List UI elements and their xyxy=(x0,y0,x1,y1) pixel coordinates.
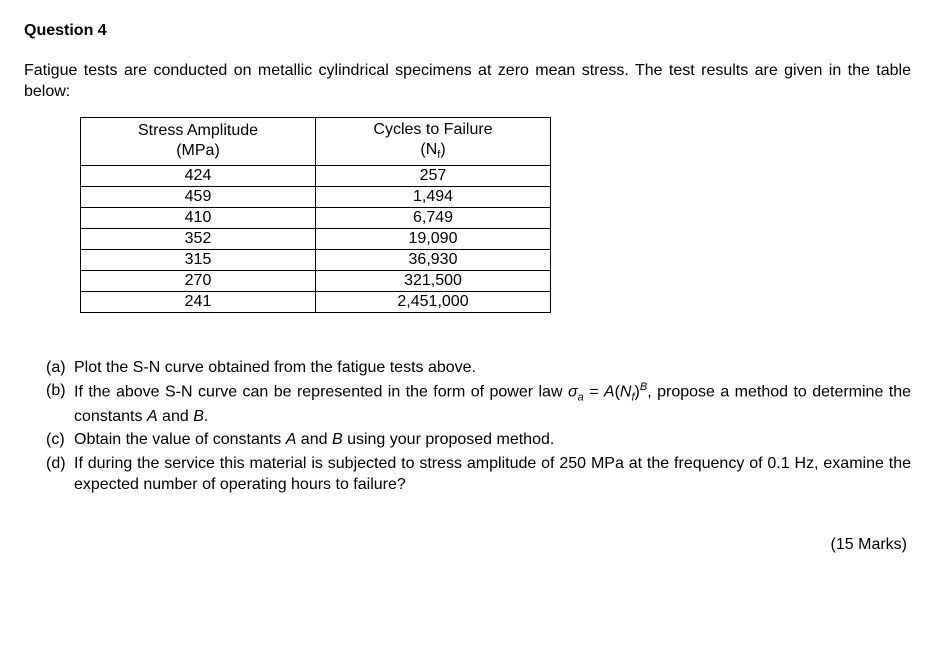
part-b-A: A xyxy=(147,408,158,425)
table-row: 270321,500 xyxy=(81,270,551,291)
part-b-and: and xyxy=(158,408,194,425)
part-b-label: (b) xyxy=(46,380,74,427)
table-row: 31536,930 xyxy=(81,249,551,270)
part-b: (b) If the above S-N curve can be repres… xyxy=(46,380,911,427)
cell-cycles: 321,500 xyxy=(316,270,551,291)
part-b-post2: . xyxy=(204,408,208,425)
part-c-pre: Obtain the value of constants xyxy=(74,431,286,448)
part-d-label: (d) xyxy=(46,453,74,496)
header-stress-l1: Stress Amplitude xyxy=(138,122,258,139)
part-d-text: If during the service this material is s… xyxy=(74,453,911,496)
part-a: (a) Plot the S-N curve obtained from the… xyxy=(46,357,911,379)
part-c-B: B xyxy=(332,431,343,448)
cell-cycles: 19,090 xyxy=(316,228,551,249)
table-row: 424257 xyxy=(81,165,551,186)
cell-stress: 410 xyxy=(81,207,316,228)
cell-cycles: 1,494 xyxy=(316,186,551,207)
header-cycles-l2-pre: (N xyxy=(420,141,437,158)
part-b-text: If the above S-N curve can be represente… xyxy=(74,380,911,427)
part-c-A: A xyxy=(286,431,297,448)
cell-stress: 241 xyxy=(81,291,316,312)
marks-text: (15 Marks) xyxy=(24,534,907,556)
header-cycles-l2-post: ) xyxy=(440,141,445,158)
cell-stress: 459 xyxy=(81,186,316,207)
part-b-B: B xyxy=(193,408,204,425)
cell-cycles: 6,749 xyxy=(316,207,551,228)
header-stress-l2: (MPa) xyxy=(176,142,220,159)
header-cycles-l1: Cycles to Failure xyxy=(373,121,492,138)
eq-A: A xyxy=(604,384,615,401)
part-d: (d) If during the service this material … xyxy=(46,453,911,496)
data-table: Stress Amplitude (MPa) Cycles to Failure… xyxy=(80,117,551,313)
header-stress: Stress Amplitude (MPa) xyxy=(81,117,316,165)
part-c-and: and xyxy=(296,431,332,448)
part-a-text: Plot the S-N curve obtained from the fat… xyxy=(74,357,911,379)
cell-stress: 315 xyxy=(81,249,316,270)
eq-N: N xyxy=(620,384,632,401)
table-row: 2412,451,000 xyxy=(81,291,551,312)
cell-stress: 270 xyxy=(81,270,316,291)
eq-eq: = xyxy=(584,384,604,401)
eq-sigma: σ xyxy=(568,384,578,401)
cell-stress: 424 xyxy=(81,165,316,186)
cell-cycles: 257 xyxy=(316,165,551,186)
table-row: 4106,749 xyxy=(81,207,551,228)
table-row: 35219,090 xyxy=(81,228,551,249)
table-body: 424257 4591,494 4106,749 35219,090 31536… xyxy=(81,165,551,312)
part-c: (c) Obtain the value of constants A and … xyxy=(46,429,911,451)
cell-cycles: 2,451,000 xyxy=(316,291,551,312)
part-b-pre: If the above S-N curve can be represente… xyxy=(74,384,568,401)
question-title: Question 4 xyxy=(24,20,911,42)
part-a-label: (a) xyxy=(46,357,74,379)
part-c-label: (c) xyxy=(46,429,74,451)
parts-list: (a) Plot the S-N curve obtained from the… xyxy=(46,357,911,496)
part-c-text: Obtain the value of constants A and B us… xyxy=(74,429,911,451)
table-row: 4591,494 xyxy=(81,186,551,207)
intro-text: Fatigue tests are conducted on metallic … xyxy=(24,60,911,103)
table-header-row: Stress Amplitude (MPa) Cycles to Failure… xyxy=(81,117,551,165)
cell-cycles: 36,930 xyxy=(316,249,551,270)
cell-stress: 352 xyxy=(81,228,316,249)
header-cycles: Cycles to Failure (Nf) xyxy=(316,117,551,165)
part-c-post: using your proposed method. xyxy=(343,431,555,448)
